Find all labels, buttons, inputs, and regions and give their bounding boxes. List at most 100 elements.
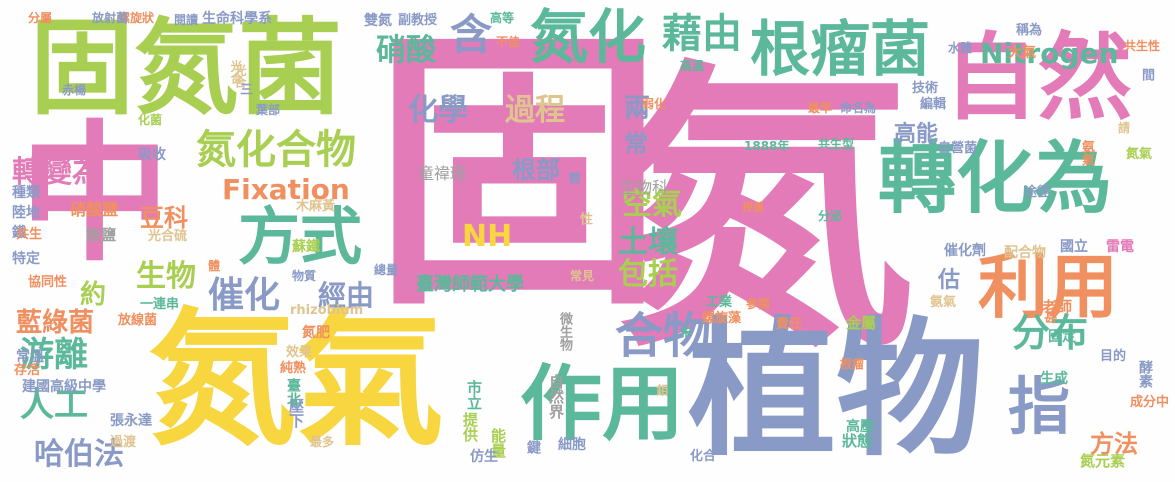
word-9: 利用 xyxy=(978,246,1118,328)
word-105: 分屬 xyxy=(28,11,53,25)
word-55: 能量 xyxy=(489,428,507,458)
word-89: 1888年 xyxy=(744,139,790,153)
word-49: 光合 xyxy=(229,60,243,84)
word-12: 合物 xyxy=(615,308,712,364)
word-102: 閱讀 xyxy=(174,13,199,27)
word-134: 光合硫 xyxy=(148,229,188,244)
word-90: 技術 xyxy=(912,81,939,96)
word-99: 高等 xyxy=(490,11,515,25)
word-115: 陸地 xyxy=(12,205,40,221)
word-57: 細胞 xyxy=(558,437,586,453)
word-44: 童禕珊 xyxy=(418,164,467,183)
word-109: 赤楊 xyxy=(62,83,87,97)
word-29: 轉變為 xyxy=(12,155,102,190)
word-7: 自然 xyxy=(944,24,1133,133)
word-119: 協同性 xyxy=(28,275,68,290)
word-84: 甚 xyxy=(1041,310,1056,323)
word-74: 催化劑 xyxy=(944,243,986,259)
word-106: 弱化 xyxy=(642,97,667,111)
word-98: 副教授 xyxy=(398,13,438,28)
word-76: 氨氣 xyxy=(1079,140,1094,166)
word-58: 化合 xyxy=(690,449,717,464)
word-124: 張永達 xyxy=(110,413,152,429)
word-45: 臺灣師範大學 xyxy=(416,274,524,295)
word-10: 根瘤菌 xyxy=(750,15,930,85)
word-14: 方式 xyxy=(238,200,363,273)
word-69: 固定 xyxy=(1048,329,1076,345)
word-110: 三 xyxy=(240,83,254,98)
word-108: 光合 xyxy=(233,64,247,88)
word-62: 自然界 xyxy=(547,374,565,419)
word-81: 工業 xyxy=(706,295,733,310)
word-93: 大氣 xyxy=(1008,45,1036,61)
word-142: 高壓 xyxy=(846,419,874,435)
word-39: 估 xyxy=(938,268,961,293)
word-24: 過程 xyxy=(505,93,565,128)
word-20: 分布 xyxy=(1012,311,1089,355)
word-122: 存活 xyxy=(14,363,41,378)
word-0: 固 xyxy=(372,4,664,344)
word-4: 植物 xyxy=(688,304,984,476)
word-50: 效果 xyxy=(286,345,313,360)
word-2: 中 xyxy=(20,108,171,282)
word-70: 老師 xyxy=(1042,298,1073,316)
word-63: 狀態 xyxy=(842,432,873,450)
word-28: 硝酸 xyxy=(376,33,436,68)
word-126: 最多 xyxy=(310,435,335,449)
word-88: 命名為 xyxy=(840,101,877,115)
word-121: 常溫 xyxy=(16,349,44,365)
word-132: 蘇鐵 xyxy=(292,239,320,255)
word-59: 鍵 xyxy=(525,440,541,454)
word-117: 共生 xyxy=(16,227,43,242)
word-72: 雷電 xyxy=(1106,239,1134,255)
word-5: 固氮菌 xyxy=(30,7,343,129)
word-101: 生命科學系 xyxy=(202,11,272,27)
word-141: 根瘤 xyxy=(840,357,865,371)
word-48: 銨鹽 xyxy=(86,226,117,244)
word-113: 吸收 xyxy=(138,147,166,163)
word-6: 作用 xyxy=(520,357,685,452)
word-65: 成分中 xyxy=(1130,395,1170,410)
word-104: 放射菌 xyxy=(92,11,129,25)
word-135: 性 xyxy=(577,212,592,225)
word-37: 常 xyxy=(624,130,648,158)
word-103: 螺旋狀 xyxy=(118,11,155,25)
word-53: 市立 xyxy=(465,380,483,410)
word-32: 土壤 xyxy=(618,225,678,260)
word-51: 壓下 xyxy=(287,398,305,428)
word-127: 一連串 xyxy=(140,297,180,312)
word-68: 生成 xyxy=(1040,371,1068,387)
word-87: 最早 xyxy=(808,101,833,115)
word-133: 木麻黃 xyxy=(296,199,336,214)
word-85: 氨氣 xyxy=(930,295,957,310)
word-82: 螺旋藻 xyxy=(702,311,742,326)
word-73: 配合物 xyxy=(1004,245,1046,261)
word-15: 含 xyxy=(450,10,493,59)
word-92: 水體 xyxy=(948,41,973,55)
word-61: 微生物 xyxy=(557,312,572,351)
word-137: 需 xyxy=(567,172,581,184)
word-145: 請 xyxy=(1118,121,1131,135)
word-42: 豆科 xyxy=(140,204,188,232)
word-54: 提供 xyxy=(461,412,479,442)
word-25: 化學 xyxy=(408,93,468,128)
word-52: 過渡 xyxy=(110,435,137,450)
word-8: 轉化為 xyxy=(878,134,1113,224)
word-79: 金屬 xyxy=(846,314,877,332)
word-140: 捍菌 xyxy=(742,201,764,214)
word-96: 間 xyxy=(1139,68,1154,81)
word-138: rhizobium xyxy=(290,303,364,318)
word-47: 硝酸鹽 xyxy=(70,200,119,219)
word-129: 純熟 xyxy=(280,361,307,376)
word-18: Fixation xyxy=(222,173,350,206)
word-83: 參閱 xyxy=(746,297,771,311)
word-78: 自營菌 xyxy=(938,141,978,156)
word-123: 建國高級中學 xyxy=(22,379,106,395)
word-27: NH xyxy=(462,219,513,254)
word-46: 生物科 xyxy=(620,178,669,197)
word-107: 高溫 xyxy=(680,59,705,73)
word-26: 生物 xyxy=(136,259,196,294)
word-34: 包括 xyxy=(618,257,678,292)
word-75: 途徑 xyxy=(1024,185,1051,200)
